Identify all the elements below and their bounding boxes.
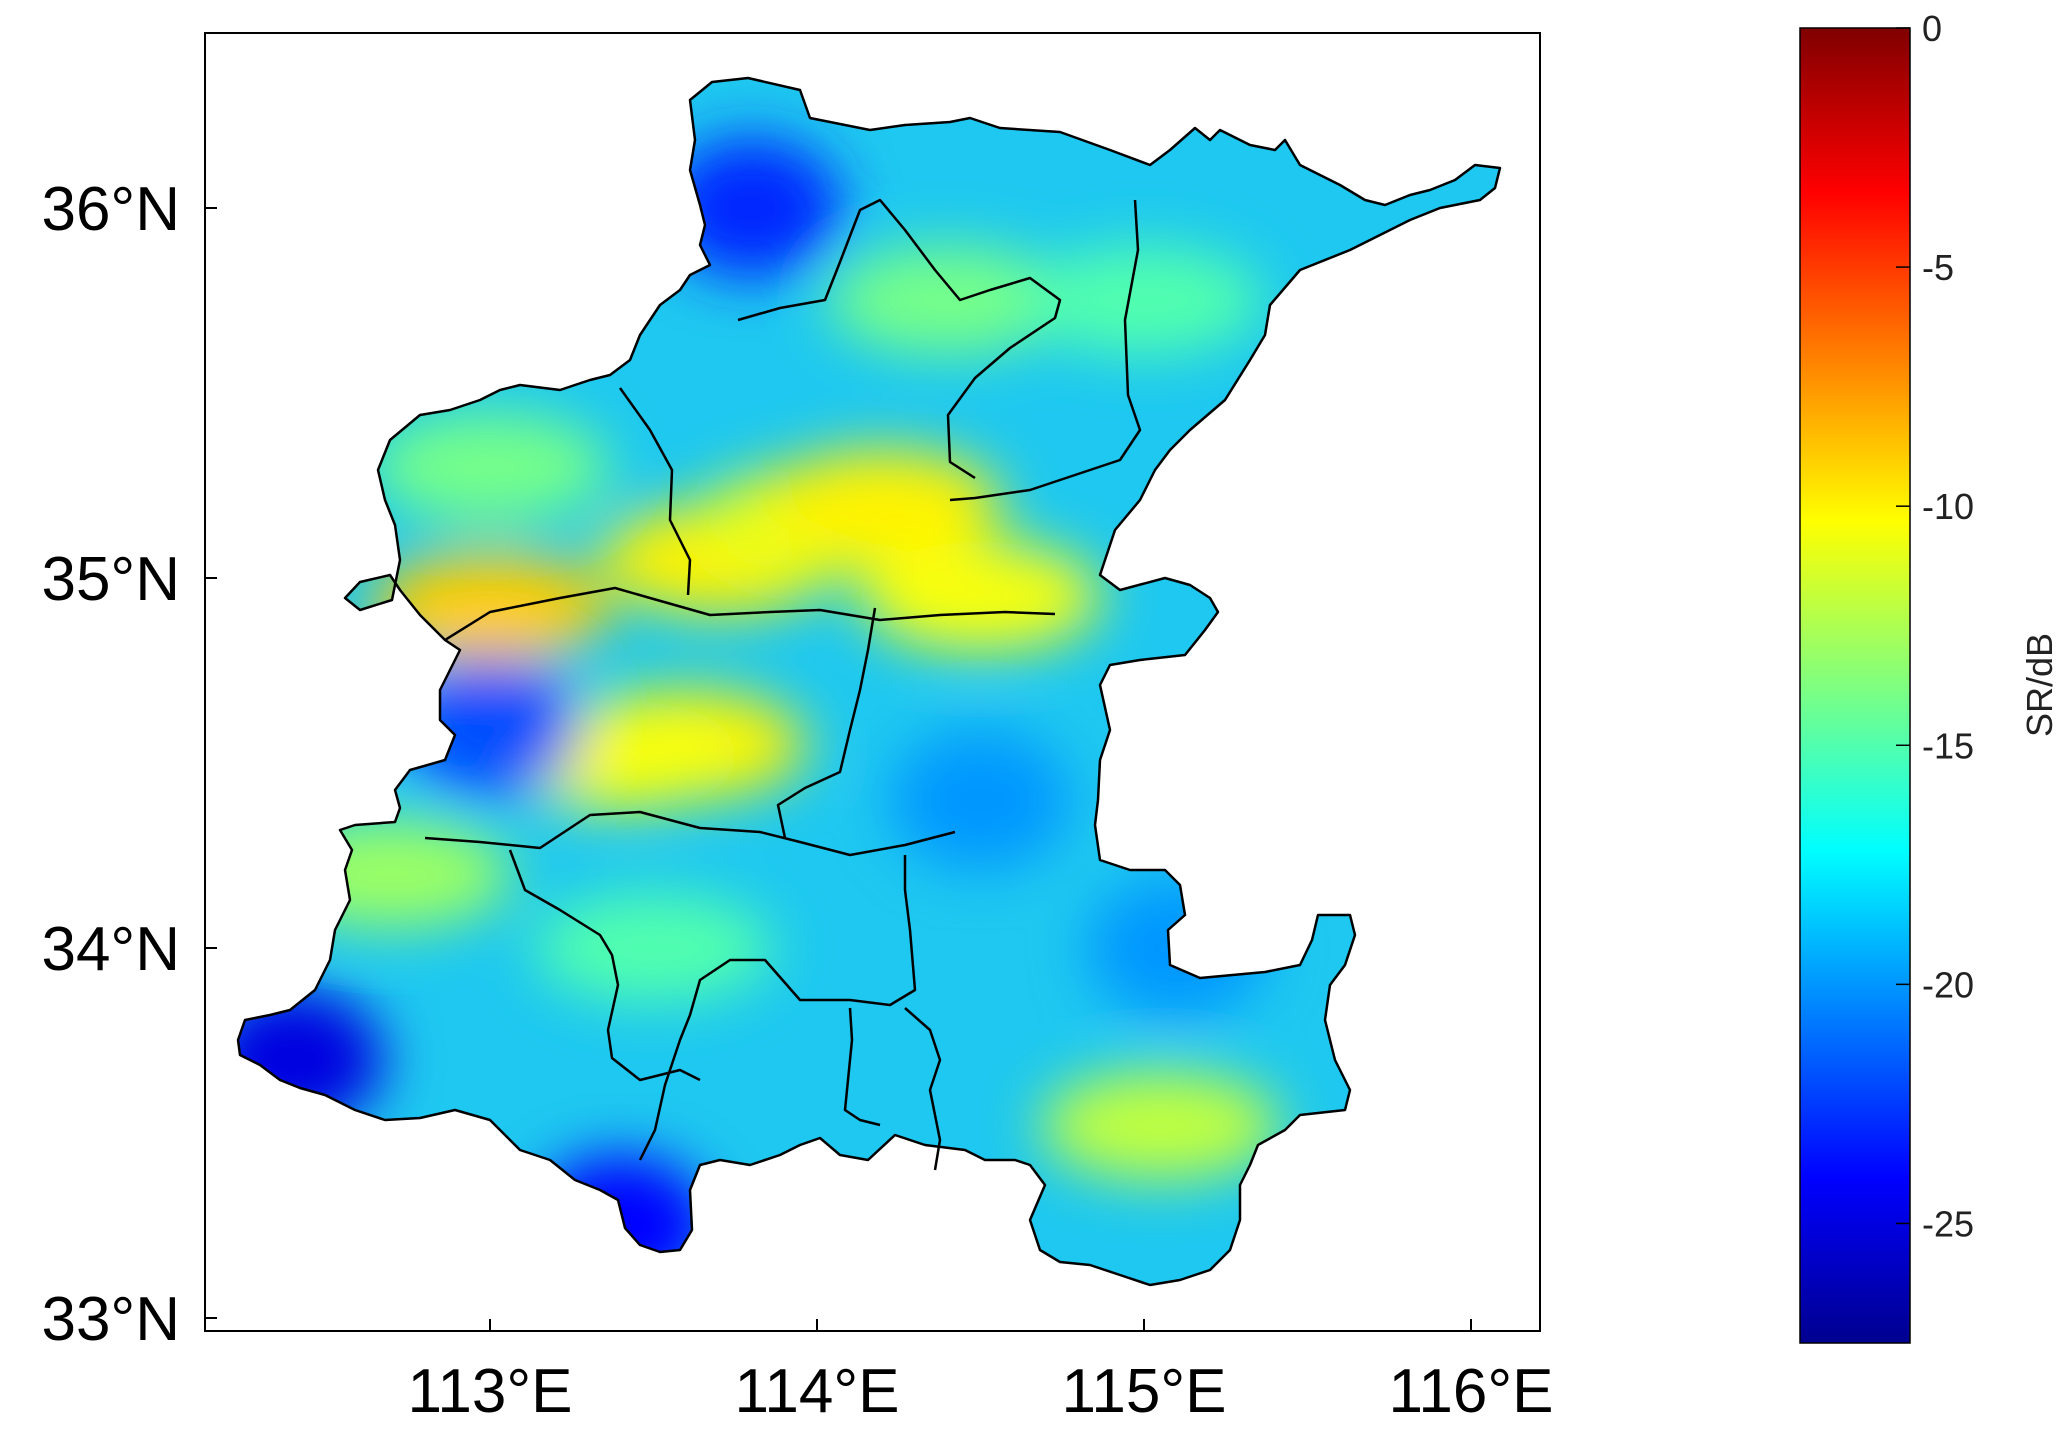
- inner-boundary-south-1: [508, 849, 701, 1082]
- y-tick-label: 33°N: [41, 1285, 180, 1354]
- colorbar-ticks: 0 -5 -10 -15 -20 -25: [1896, 8, 1974, 1244]
- colorbar-tick-label: -25: [1922, 1203, 1974, 1244]
- inner-boundary-central-1: [776, 607, 877, 839]
- sr-hotspot: [1024, 245, 1264, 356]
- inner-boundary-east-west-1: [444, 586, 1056, 642]
- inner-boundary-east-west-2: [424, 810, 956, 857]
- x-tick-label: 116°E: [1389, 1357, 1554, 1426]
- y-tick-label: 36°N: [41, 175, 180, 244]
- sr-hotspot: [661, 138, 842, 278]
- sr-hotspot: [533, 893, 774, 1003]
- x-axis-ticks: 113°E 114°E 115°E 116°E: [408, 1319, 1554, 1426]
- colorbar: [1799, 27, 1911, 1344]
- colorbar-tick-label: -15: [1922, 725, 1974, 766]
- colorbar-tick-label: -20: [1922, 964, 1974, 1005]
- sr-hotspot: [860, 541, 1101, 652]
- inner-boundary-north-2: [949, 199, 1142, 502]
- x-tick-label: 113°E: [408, 1357, 573, 1426]
- colorbar-label: SR/dB: [2019, 633, 2060, 737]
- y-axis-ticks: 33°N 34°N 35°N 36°N: [41, 175, 217, 1354]
- inner-boundary-south-4: [843, 1007, 881, 1127]
- colorbar-tick-label: 0: [1922, 8, 1942, 49]
- colorbar-tick-label: -5: [1922, 247, 1954, 288]
- x-tick-label: 115°E: [1062, 1357, 1227, 1426]
- colorbar-tick-label: -10: [1922, 486, 1974, 527]
- y-tick-label: 34°N: [41, 915, 180, 984]
- sr-hotspot: [1040, 1070, 1281, 1181]
- sr-hotspot: [827, 245, 1068, 356]
- sr-hotspot: [890, 730, 1071, 870]
- y-tick-label: 35°N: [41, 545, 180, 614]
- inner-boundary-north-1: [737, 198, 1062, 480]
- region-boundaries: [236, 76, 1502, 1287]
- inner-boundary-south-2: [638, 855, 917, 1161]
- sr-hotspot: [762, 449, 1003, 559]
- inner-boundary-south-3: [904, 1007, 942, 1171]
- sr-hotspot: [370, 412, 610, 522]
- x-tick-label: 114°E: [735, 1357, 900, 1426]
- outer-boundary: [236, 76, 1502, 1287]
- inner-boundary-west-1: [618, 387, 692, 596]
